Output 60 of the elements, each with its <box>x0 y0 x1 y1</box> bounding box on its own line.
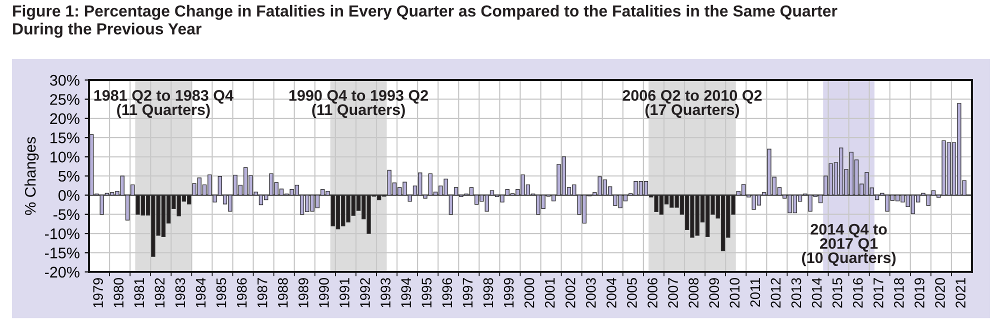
x-tick-label: 1989 <box>298 278 308 308</box>
x-tick-label: 1992 <box>360 278 370 308</box>
x-tick-label: 2020 <box>935 278 945 308</box>
x-tick-label: 2002 <box>565 278 576 308</box>
x-tick-label: 2012 <box>770 278 781 308</box>
x-tick-label: 2013 <box>791 278 802 308</box>
x-tick-label: 1993 <box>380 278 390 308</box>
x-tick-label: 2005 <box>627 278 637 308</box>
x-tick-label: 1988 <box>278 278 288 308</box>
x-tick-label: 1984 <box>196 278 206 308</box>
y-tick-label: 15% <box>50 132 80 144</box>
y-tick-label: -20% <box>44 266 80 278</box>
band-label: 2006 Q2 to 2010 Q2 (17 Quarters) <box>622 90 762 118</box>
x-tick-label: 2000 <box>524 278 534 308</box>
x-tick-label: 1999 <box>504 278 514 308</box>
y-tick-label: 20% <box>50 113 80 124</box>
x-tick-label: 2019 <box>914 278 924 308</box>
x-tick-label: 2015 <box>832 278 842 308</box>
band-label: 1990 Q4 to 1993 Q2 (11 Quarters) <box>289 90 428 118</box>
x-tick-label: 1990 <box>319 278 329 308</box>
x-tick-label: 2011 <box>750 278 760 307</box>
y-tick-label: -5% <box>53 209 80 220</box>
y-tick-label: -10% <box>44 228 80 240</box>
x-tick-label: 1997 <box>462 278 473 308</box>
x-tick-label: 2007 <box>668 278 678 308</box>
x-tick-label: 1980 <box>114 278 124 308</box>
x-tick-label: 2008 <box>688 278 699 308</box>
x-tick-label: 2003 <box>586 278 596 308</box>
y-tick-label: 10% <box>50 152 80 162</box>
x-tick-label: 1991 <box>340 278 350 308</box>
x-tick-label: 2021 <box>956 278 966 308</box>
x-tick-label: 2014 <box>812 278 822 308</box>
chart-title: Figure 1: Percentage Change in Fatalities in Every Quarter as Compared to the Fatalities in the Same Quarter During the Previous Year <box>13 4 838 38</box>
x-tick-label: 2016 <box>852 278 863 308</box>
x-tick-label: 1987 <box>257 278 268 308</box>
x-tick-label: 1983 <box>175 278 186 308</box>
x-tick-label: 1998 <box>483 278 494 308</box>
band-label: 1981 Q2 to 1983 Q4 (11 Quarters) <box>94 90 234 118</box>
x-tick-label: 2004 <box>606 278 616 308</box>
x-tick-label: 1986 <box>236 278 247 308</box>
y-tick-label: 5% <box>58 170 80 182</box>
x-tick-label: 1981 <box>134 278 144 308</box>
y-tick-label: 25% <box>50 94 80 105</box>
x-tick-label: 1985 <box>216 278 226 308</box>
x-tick-label: 1995 <box>422 278 432 308</box>
band-label: 2014 Q4 to 2017 Q1 (10 Quarters) <box>802 224 896 266</box>
x-tick-label: 2001 <box>544 278 555 308</box>
x-tick-label: 1994 <box>401 278 412 308</box>
x-tick-label: 2018 <box>894 278 904 308</box>
x-tick-label: 1979 <box>93 278 103 308</box>
x-tick-label: 2009 <box>709 278 720 308</box>
x-tick-label: 2010 <box>730 278 740 308</box>
x-tick-label: 2017 <box>873 278 884 308</box>
y-tick-label: 30% <box>50 74 80 86</box>
y-tick-label: 0% <box>58 190 80 201</box>
x-tick-label: 1996 <box>442 278 452 308</box>
x-tick-label: 1982 <box>154 278 165 308</box>
x-tick-label: 2006 <box>648 278 658 308</box>
y-axis-title: % Changes <box>24 137 39 215</box>
y-tick-label: -15% <box>44 248 80 258</box>
